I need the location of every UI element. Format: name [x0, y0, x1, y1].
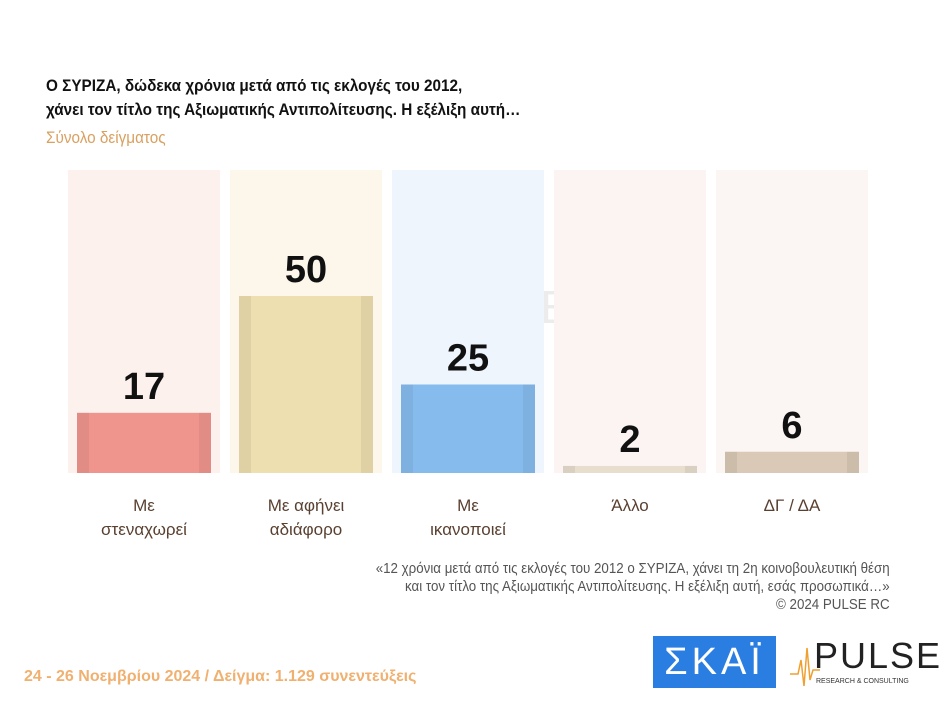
pulse-logo: PULSE RESEARCH & CONSULTING	[790, 636, 940, 692]
category-label: Με	[133, 496, 155, 515]
bar	[239, 296, 373, 473]
data-label: 6	[781, 405, 802, 447]
bar-shade	[239, 296, 251, 473]
bar-shade	[361, 296, 373, 473]
bar-shade	[77, 412, 89, 473]
note-line: «12 χρόνια μετά από τις εκλογές του 2012…	[376, 561, 890, 577]
column-background	[554, 170, 706, 473]
data-label: 2	[619, 419, 640, 461]
question-note: «12 χρόνια μετά από τις εκλογές του 2012…	[376, 560, 890, 614]
category-label: Άλλο	[611, 496, 649, 515]
category-label: αδιάφορο	[270, 520, 343, 539]
bar-shade	[685, 465, 697, 473]
bar	[77, 412, 211, 473]
bar	[725, 451, 859, 473]
category-label: στεναχωρεί	[101, 520, 187, 539]
bar-shade	[725, 451, 737, 473]
pulse-logo-text: PULSE	[814, 635, 943, 676]
bar-chart: 17 Με στεναχωρεί 50 Με αφήνει αδιάφορο 25 Με ικα…	[68, 170, 868, 539]
pulse-logo-subtitle: RESEARCH & CONSULTING	[816, 678, 909, 685]
title-line: Ο ΣΥΡΙΖΑ, δώδεκα χρόνια μετά από τις εκλ…	[46, 76, 463, 95]
bar-shade	[847, 451, 859, 473]
footer-sample-info: 24 - 26 Νοεμβρίου 2024 / Δείγμα: 1.129 σ…	[24, 668, 417, 685]
bar	[563, 465, 697, 473]
bar-shade	[563, 465, 575, 473]
note-line: και τον τίτλο της Αξιωματικής Αντιπολίτε…	[405, 579, 890, 595]
column-background	[716, 170, 868, 473]
bar-shade	[199, 412, 211, 473]
category-label: Με	[457, 496, 479, 515]
bar-shade	[523, 384, 535, 473]
chart-title: Ο ΣΥΡΙΖΑ, δώδεκα χρόνια μετά από τις εκλ…	[46, 74, 520, 122]
data-label: 25	[447, 338, 489, 380]
bar-shade	[401, 384, 413, 473]
bar	[401, 384, 535, 473]
pulse-wave-icon	[790, 647, 820, 687]
skai-logo: ΣΚΑΪ	[653, 636, 776, 688]
chart-subtitle: Σύνολο δείγματος	[46, 128, 166, 147]
category-label: ΔΓ / ΔΑ	[764, 496, 821, 515]
title-line: χάνει τον τίτλο της Αξιωματικής Αντιπολί…	[46, 100, 521, 119]
data-label: 50	[285, 249, 327, 291]
category-label: ικανοποιεί	[430, 520, 506, 539]
data-label: 17	[123, 366, 165, 408]
copyright: © 2024 PULSE RC	[776, 597, 890, 613]
category-label: Με αφήνει	[268, 496, 345, 515]
